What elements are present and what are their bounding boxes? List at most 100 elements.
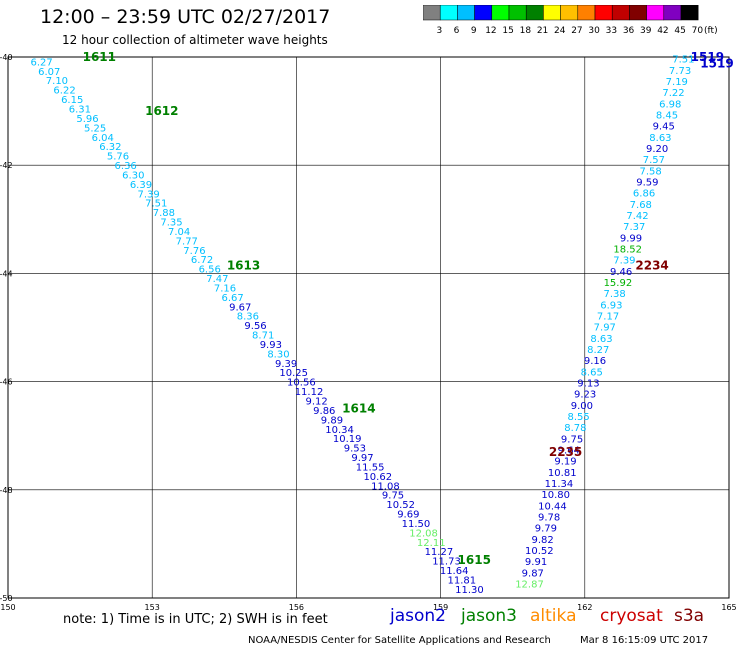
track-a-value: 8.71: [252, 331, 274, 342]
track-b-value: 7.42: [626, 211, 648, 222]
colorbar-unit: (ft): [704, 26, 718, 36]
track-b-value: 10.44: [538, 501, 567, 512]
generated-date: Mar 8 16:15:09 UTC 2017: [580, 635, 709, 646]
track-b-value: 18.52: [613, 245, 642, 256]
track-a-value: 9.12: [306, 397, 328, 408]
track-a-value: 7.76: [183, 246, 205, 257]
track-a-value: 6.07: [38, 67, 60, 78]
track-a-value: 9.75: [382, 491, 404, 502]
chart-subtitle: 12 hour collection of altimeter wave hei…: [62, 33, 328, 47]
track-b-value: 6.86: [633, 189, 655, 200]
colorbar-tick-label: 12: [485, 26, 496, 36]
colorbar-tick-label: 18: [520, 26, 532, 36]
track-a-value: 6.22: [53, 86, 75, 97]
track-a-value: 5.76: [107, 152, 129, 163]
track-a-value: 10.52: [386, 500, 415, 511]
pass-time-label: 1613: [227, 258, 260, 272]
track-b-value: 9.19: [554, 457, 576, 468]
track-b-value: 9.91: [525, 557, 547, 568]
track-b-value: 12.87: [515, 579, 544, 590]
track-b-value: 9.64: [558, 445, 580, 456]
x-tick-label: 159: [433, 603, 448, 612]
track-a-value: 6.15: [61, 95, 83, 106]
track-a-value: 5.25: [84, 123, 106, 134]
track-b-value: 9.46: [610, 267, 632, 278]
pass-time-label: 1612: [145, 104, 178, 118]
x-tick-label: 153: [145, 603, 160, 612]
track-b-value: 9.59: [636, 178, 658, 189]
colorbar-tick-label: 70: [692, 26, 704, 36]
track-a-value: 9.69: [397, 510, 419, 521]
legend-jason3: jason3: [461, 606, 517, 626]
track-a-value: 9.67: [229, 302, 251, 313]
x-tick-label: 156: [289, 603, 304, 612]
track-b-value: 6.98: [659, 99, 681, 110]
track-a-value: 6.36: [115, 161, 137, 172]
track-a-value: 7.35: [160, 218, 182, 229]
track-a-value: 12.08: [409, 528, 438, 539]
track-a-value: 6.27: [31, 57, 53, 68]
track-b-value: 7.97: [594, 323, 616, 334]
chart-title: 12:00 – 23:59 UTC 02/27/2017: [40, 6, 331, 28]
x-tick-label: 165: [721, 603, 736, 612]
track-b-value: 11.34: [545, 479, 574, 490]
track-b-value: 10.80: [541, 490, 570, 501]
color-scale-bar: 3 6 9 12 15 18 21 24 27 30 33 36 39 42 45 70 (ft): [423, 5, 718, 36]
legend-s3a: s3a: [674, 606, 705, 626]
track-b-value: 9.00: [571, 401, 593, 412]
colorbar-tick-label: 33: [606, 26, 617, 36]
legend-jason2: jason2: [390, 606, 446, 626]
track-b-value: 7.68: [630, 200, 652, 211]
track-b-value: 9.45: [653, 122, 675, 133]
colorbar-tick-label: 30: [588, 26, 600, 36]
colorbar-tick-label: 21: [537, 26, 548, 36]
track-b-value: 9.99: [620, 233, 642, 244]
colorbar-swatch: [680, 5, 699, 21]
colorbar-tick-label: 39: [640, 26, 652, 36]
pass-time-label: 1615: [458, 553, 491, 567]
track-b-value: 7.22: [662, 88, 684, 99]
credit-line: NOAA/NESDIS Center for Satellite Applica…: [248, 635, 551, 646]
track-b-value: 7.73: [669, 66, 691, 77]
track-a-value: 10.62: [363, 472, 392, 483]
track-a-value: 11.81: [447, 575, 476, 586]
track-a-value: 7.47: [206, 274, 228, 285]
track-b-value: 10.81: [548, 468, 577, 479]
track-b-value: 7.57: [643, 155, 665, 166]
y-tick-label: -44: [0, 269, 13, 278]
track-a-value: 10.34: [325, 425, 354, 436]
track-a-value: 7.39: [137, 189, 159, 200]
track-a-value: 6.39: [130, 180, 152, 191]
pass-time-label: 1519: [700, 56, 733, 70]
legend-altika: altika: [530, 606, 577, 626]
track-a-value: 7.04: [168, 227, 190, 238]
track-a-value: 11.64: [440, 566, 469, 577]
track-a-value: 9.97: [351, 453, 373, 464]
track-a-value: 6.04: [92, 133, 114, 144]
track-a-value: 9.86: [313, 406, 335, 417]
track-b-value: 8.63: [649, 133, 671, 144]
track-b-value: 7.19: [666, 77, 688, 88]
pass-time-label: 2234: [635, 258, 668, 272]
y-tick-label: -40: [0, 53, 13, 62]
track-b-value: 8.78: [564, 423, 586, 434]
track-a-value: 5.96: [76, 114, 98, 125]
x-tick-label: 162: [577, 603, 592, 612]
colorbar-tick-label: 15: [502, 26, 513, 36]
track-a-value: 11.50: [402, 519, 431, 530]
track-a-value: 10.25: [279, 368, 308, 379]
track-a-value: 9.39: [275, 359, 297, 370]
track-b-value: 8.65: [581, 367, 603, 378]
track-b-value: 8.45: [656, 111, 678, 122]
track-a-value: 6.56: [199, 265, 221, 276]
track-a-value: 6.30: [122, 170, 144, 181]
track-a-value: 9.56: [244, 321, 266, 332]
colorbar-tick-label: 36: [623, 26, 635, 36]
track-a-value: 7.88: [153, 208, 175, 219]
colorbar-tick-label: 9: [471, 26, 477, 36]
track-a-value: 11.73: [432, 557, 461, 568]
track-a-value: 7.51: [145, 199, 167, 210]
track-b-value: 8.63: [590, 334, 612, 345]
track-b-value: 7.38: [603, 289, 625, 300]
track-a-value: 7.10: [46, 76, 68, 87]
